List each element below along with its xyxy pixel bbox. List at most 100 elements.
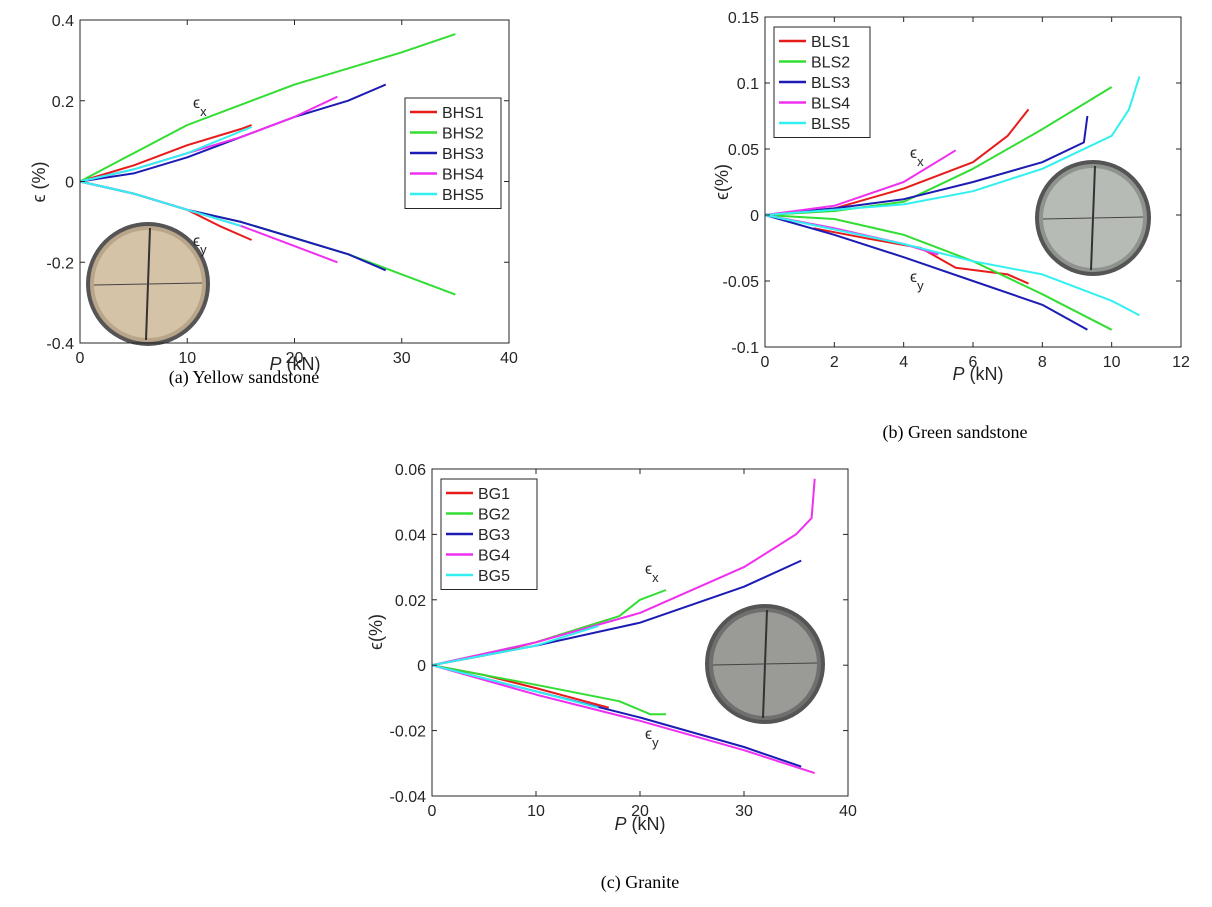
legend-label: BLS2 (811, 55, 850, 72)
annotation: ϵy (193, 233, 207, 257)
legend-label: BG5 (478, 568, 510, 585)
x-tick-label: 8 (1038, 354, 1047, 371)
annotation-symbol: ϵ (645, 726, 652, 743)
x-tick-label: 10 (178, 350, 196, 367)
x-axis-symbol: P (614, 814, 626, 834)
annotation-subscript: y (200, 242, 207, 257)
annotation-subscript: y (917, 278, 924, 293)
data-line (764, 86, 1113, 216)
y-axis-label: ϵ (%) (29, 162, 49, 203)
annotation: ϵx (193, 95, 207, 119)
y-tick-label: -0.05 (723, 274, 760, 291)
data-line (431, 664, 816, 775)
y-tick-label: -0.1 (731, 340, 759, 357)
y-tick-label: 0.04 (395, 527, 426, 544)
x-axis-label: P (kN) (269, 354, 320, 374)
annotation-symbol: ϵ (193, 95, 200, 112)
data-line (431, 664, 666, 716)
annotation: ϵy (910, 269, 924, 293)
data-line (79, 33, 456, 183)
x-tick-label: 2 (830, 354, 839, 371)
data-line (764, 214, 1140, 317)
x-tick-label: 20 (631, 803, 649, 820)
legend-label: BLS4 (811, 96, 850, 113)
x-tick-label: 0 (428, 803, 437, 820)
data-line (813, 227, 1029, 285)
data-line (764, 149, 957, 216)
annotation: ϵx (645, 561, 659, 585)
y-tick-label: 0.06 (395, 462, 426, 479)
caption: (b) Green sandstone (883, 422, 1028, 443)
y-tick-label: 0.2 (52, 94, 74, 111)
x-axis-label: P (kN) (614, 814, 665, 834)
chart: 0 2 4 6 8 10 12 -0.1 -0.05 0 0.05 0.1 0.15 P (kN) ϵ(%)… (712, 10, 1190, 443)
x-axis-symbol: P (269, 354, 281, 374)
y-axis-label: ϵ(%) (366, 614, 386, 650)
legend-label: BLS3 (811, 75, 850, 92)
data-line (431, 589, 667, 667)
x-axis-unit: (kN) (287, 354, 321, 374)
x-axis-unit: (kN) (970, 364, 1004, 384)
data-line (79, 180, 242, 227)
annotation-subscript: x (917, 154, 924, 169)
legend-label: BHS1 (442, 105, 484, 122)
x-tick-label: 4 (899, 354, 908, 371)
legend-label: BLS5 (811, 116, 850, 133)
x-tick-label: 0 (761, 354, 770, 371)
x-tick-label: 10 (1103, 354, 1121, 371)
y-tick-label: 0 (65, 175, 74, 192)
data-line (79, 126, 252, 183)
y-tick-label: -0.2 (46, 255, 74, 272)
annotation: ϵy (645, 726, 659, 750)
specimen-crack (1042, 216, 1144, 220)
x-tick-label: 12 (1172, 354, 1190, 371)
y-tick-label: -0.4 (46, 336, 74, 353)
data-line (431, 625, 599, 667)
y-tick-label: 0.4 (52, 13, 74, 30)
legend-label: BHS3 (442, 146, 484, 163)
annotation-symbol: ϵ (910, 145, 917, 162)
x-tick-label: 10 (527, 803, 545, 820)
data-line (79, 124, 252, 183)
y-tick-label: 0.05 (728, 142, 759, 159)
y-tick-label: -0.02 (390, 724, 427, 741)
legend-label: BLS1 (811, 34, 850, 51)
annotation-symbol: ϵ (193, 233, 200, 250)
x-tick-label: 40 (839, 803, 857, 820)
x-tick-label: 6 (969, 354, 978, 371)
x-axis-label: P (kN) (952, 364, 1003, 384)
specimen-crack (712, 662, 818, 666)
legend-label: BG4 (478, 548, 510, 565)
x-tick-label: 30 (393, 350, 411, 367)
annotation-subscript: y (652, 735, 659, 750)
y-axis-label: ϵ(%) (712, 164, 732, 200)
data-line (764, 76, 1141, 216)
caption: (c) Granite (601, 872, 679, 893)
legend-label: BG2 (478, 507, 510, 524)
data-line (431, 664, 599, 709)
x-tick-label: 40 (500, 350, 518, 367)
legend-label: BG3 (478, 527, 510, 544)
y-tick-label: 0 (750, 208, 759, 225)
annotation-symbol: ϵ (645, 561, 652, 578)
legend-label: BHS5 (442, 187, 484, 204)
x-tick-label: 20 (286, 350, 304, 367)
y-tick-label: 0.1 (737, 76, 759, 93)
data-line (764, 214, 1088, 331)
legend-label: BHS4 (442, 167, 484, 184)
data-line (764, 115, 1089, 216)
x-tick-label: 0 (76, 350, 85, 367)
y-tick-label: 0.15 (728, 10, 759, 27)
y-tick-label: -0.04 (390, 789, 427, 806)
x-axis-symbol: P (952, 364, 964, 384)
legend-label: BHS2 (442, 126, 484, 143)
y-tick-label: 0.02 (395, 593, 426, 610)
annotation-subscript: x (200, 104, 207, 119)
data-line (431, 618, 610, 667)
annotation-subscript: x (652, 570, 659, 585)
data-line (431, 478, 816, 667)
annotation: ϵx (910, 145, 924, 169)
